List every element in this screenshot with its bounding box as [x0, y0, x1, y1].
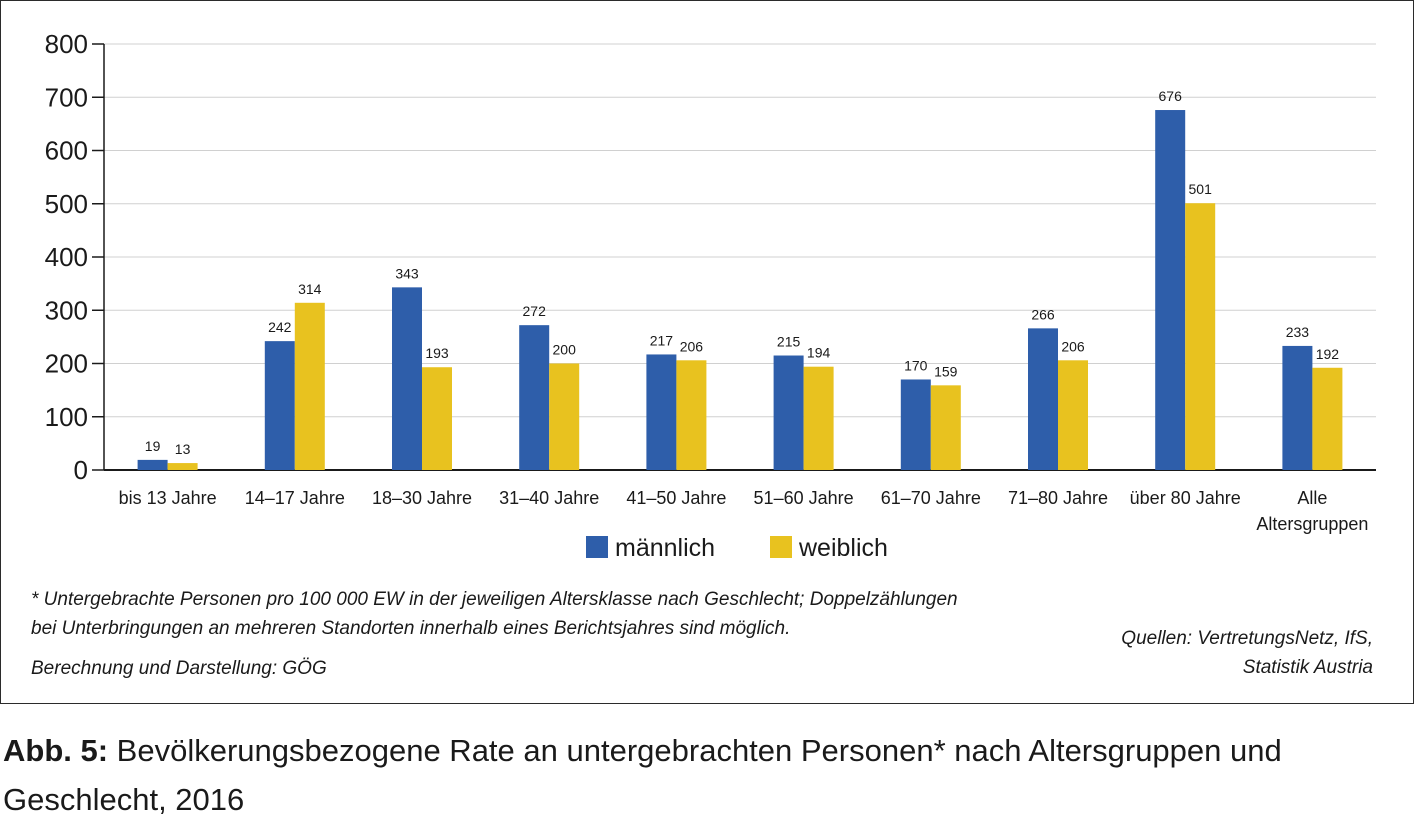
y-tick-label: 100	[45, 402, 88, 432]
data-label: 206	[680, 338, 704, 354]
bar-weiblich	[167, 463, 198, 470]
bar-maennlich	[900, 379, 931, 470]
legend-swatch	[770, 536, 792, 558]
bar-weiblich	[676, 360, 707, 470]
data-label: 159	[934, 363, 958, 379]
data-label: 13	[175, 441, 191, 457]
data-label: 233	[1286, 324, 1310, 340]
legend-label: männlich	[615, 534, 715, 562]
data-label: 215	[777, 334, 801, 350]
data-label: 501	[1189, 181, 1213, 197]
x-tick-label: bis 13 Jahre	[119, 488, 217, 508]
source-line-1: Quellen: VertretungsNetz, IfS,	[1121, 628, 1373, 649]
y-tick-label: 0	[74, 455, 88, 485]
x-tick-label: 41–50 Jahre	[626, 488, 726, 508]
bar-maennlich	[1155, 110, 1186, 470]
data-label: 266	[1031, 306, 1055, 322]
bar-weiblich	[803, 366, 834, 470]
bar-weiblich	[422, 367, 452, 470]
x-tick-label: 14–17 Jahre	[245, 488, 345, 508]
data-label: 343	[395, 265, 419, 281]
bar-weiblich	[294, 302, 325, 470]
bar-chart: 0 100 200 300 400 500 600 700 800 19 13 bis 13 Jahr…	[45, 29, 1376, 562]
data-label: 206	[1061, 338, 1085, 354]
x-tick-label: 18–30 Jahre	[372, 488, 472, 508]
y-tick-label: 600	[45, 136, 88, 166]
bar-weiblich	[1058, 360, 1088, 470]
data-label: 19	[145, 438, 161, 454]
footnote-line-1: * Untergebrachte Personen pro 100 000 EW…	[31, 589, 958, 610]
data-label: 200	[553, 342, 577, 358]
x-tick-label: Altersgruppen	[1256, 514, 1368, 534]
data-label: 170	[904, 357, 928, 373]
data-label: 242	[268, 319, 292, 335]
caption-text: Bevölkerungsbezogene Rate an untergebrac…	[3, 733, 1282, 817]
y-tick-label: 300	[45, 295, 88, 325]
legend-label: weiblich	[798, 534, 888, 562]
bar-maennlich	[519, 325, 550, 470]
bar-maennlich	[646, 354, 677, 470]
data-label: 314	[298, 281, 322, 297]
x-tick-label: 51–60 Jahre	[754, 488, 854, 508]
x-tick-label: 31–40 Jahre	[499, 488, 599, 508]
bar-weiblich	[930, 385, 961, 470]
y-tick-label: 500	[45, 189, 88, 219]
x-tick-label: über 80 Jahre	[1130, 488, 1241, 508]
figure-frame: 0 100 200 300 400 500 600 700 800 19 13 bis 13 Jahr…	[0, 0, 1414, 704]
legend-swatch	[586, 536, 608, 558]
data-label: 193	[425, 345, 449, 361]
bar-maennlich	[1028, 328, 1058, 470]
data-label: 217	[650, 332, 674, 348]
source-line-2: Statistik Austria	[1242, 657, 1373, 678]
y-tick-label: 200	[45, 349, 88, 379]
y-tick-label: 700	[45, 82, 88, 112]
y-tick-label: 800	[45, 29, 88, 59]
bar-maennlich	[137, 459, 168, 470]
credit-line: Berechnung und Darstellung: GÖG	[31, 658, 327, 679]
y-tick-label: 400	[45, 242, 88, 272]
bar-maennlich	[773, 355, 804, 470]
bar-maennlich	[1282, 345, 1313, 470]
data-label: 676	[1159, 88, 1183, 104]
caption-label: Abb. 5:	[3, 733, 109, 768]
bar-maennlich	[392, 287, 422, 470]
data-label: 272	[523, 303, 547, 319]
bar-weiblich	[1185, 203, 1216, 470]
figure-caption: Abb. 5: Bevölkerungsbezogene Rate an unt…	[3, 726, 1403, 824]
x-tick-label: Alle	[1297, 488, 1327, 508]
bar-maennlich	[264, 341, 295, 470]
bar-weiblich	[549, 363, 580, 470]
data-label: 192	[1316, 346, 1340, 362]
bar-weiblich	[1312, 367, 1343, 470]
data-label: 194	[807, 345, 831, 361]
x-tick-label: 61–70 Jahre	[881, 488, 981, 508]
x-tick-label: 71–80 Jahre	[1008, 488, 1108, 508]
footnote-line-2: bei Unterbringungen an mehreren Standort…	[31, 618, 791, 639]
